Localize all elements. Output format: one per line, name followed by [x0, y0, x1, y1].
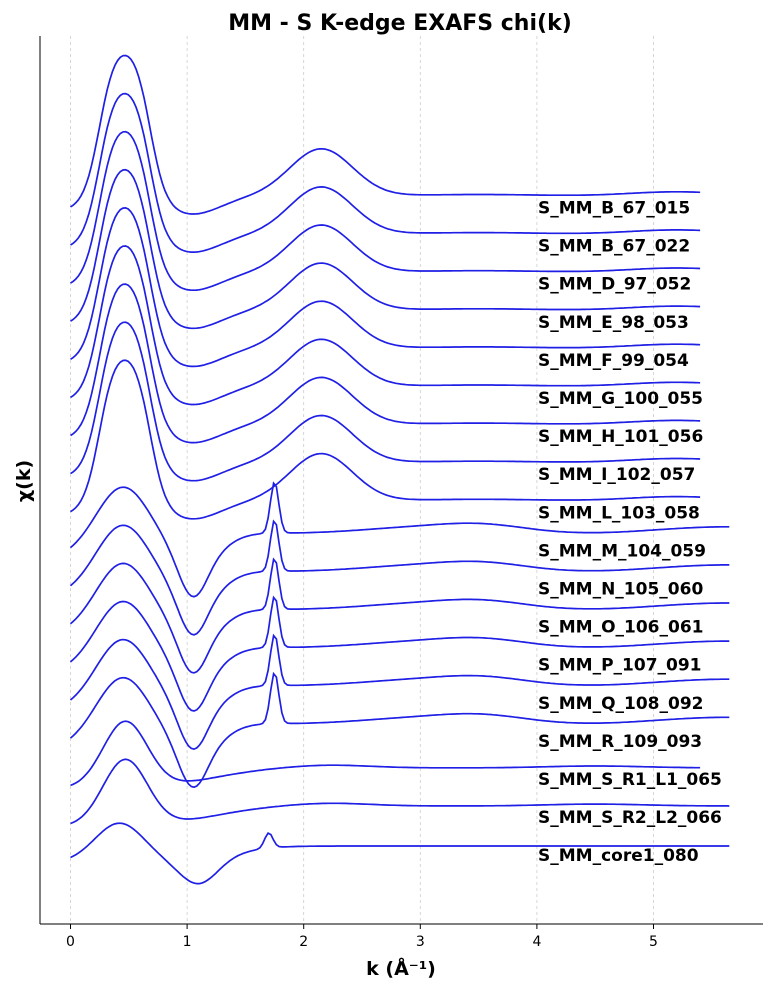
series-line-S_MM_Q_108_092 [69, 633, 730, 750]
series-label-S_MM_O_106_061: S_MM_O_106_061 [538, 618, 704, 638]
series-line-S_MM_S_R1_L1_065 [70, 720, 701, 787]
series-line-S_MM_M_104_059 [69, 481, 730, 598]
series-label-S_MM_core1_080: S_MM_core1_080 [538, 846, 699, 866]
series-line-S_MM_E_98_053 [70, 168, 701, 330]
series-line-S_MM_B_67_015 [70, 54, 701, 215]
x-tick-label-1: 1 [183, 934, 192, 950]
series-label-S_MM_S_R1_L1_065: S_MM_S_R1_L1_065 [538, 770, 722, 790]
series-line-S_MM_O_106_061 [69, 557, 730, 674]
x-tick-label-5: 5 [649, 934, 658, 950]
series-line-S_MM_P_107_091 [69, 595, 730, 712]
y-axis-label: χ(k) [13, 460, 35, 502]
series-line-S_MM_B_67_022 [70, 92, 701, 253]
series-label-S_MM_N_105_060: S_MM_N_105_060 [538, 580, 703, 600]
series-line-S_MM_L_103_058 [70, 359, 701, 520]
x-tick-label-3: 3 [416, 934, 425, 950]
chart-title: MM - S K-edge EXAFS chi(k) [228, 11, 572, 36]
series-line-S_MM_R_109_093 [69, 671, 730, 789]
series-label-S_MM_R_109_093: S_MM_R_109_093 [538, 732, 702, 752]
series-label-layer: S_MM_B_67_015 S_MM_B_67_022 S_MM_D_97_052 S… [538, 199, 722, 867]
series-line-S_MM_H_101_056 [70, 283, 701, 444]
series-label-S_MM_B_67_015: S_MM_B_67_015 [538, 199, 690, 219]
series-line-S_MM_F_99_054 [70, 207, 701, 368]
series-line-S_MM_core1_080 [70, 822, 730, 885]
series-label-S_MM_P_107_091: S_MM_P_107_091 [538, 656, 702, 676]
series-line-S_MM_D_97_052 [70, 130, 701, 292]
series-label-S_MM_B_67_022: S_MM_B_67_022 [538, 237, 690, 257]
x-axis-label: k (Å⁻¹) [366, 956, 436, 980]
series-line-S_MM_S_R2_L2_066 [70, 758, 730, 825]
series-line-S_MM_I_102_057 [70, 321, 701, 482]
x-tick-label-2: 2 [299, 934, 308, 950]
series-label-S_MM_S_R2_L2_066: S_MM_S_R2_L2_066 [538, 808, 722, 828]
series-line-S_MM_G_100_055 [70, 245, 701, 406]
series-label-S_MM_I_102_057: S_MM_I_102_057 [538, 465, 695, 485]
series-label-S_MM_F_99_054: S_MM_F_99_054 [538, 351, 689, 371]
series-label-S_MM_H_101_056: S_MM_H_101_056 [538, 427, 703, 447]
series-layer [69, 54, 730, 885]
series-line-S_MM_N_105_060 [69, 519, 730, 636]
series-label-S_MM_L_103_058: S_MM_L_103_058 [538, 503, 700, 523]
x-tick-layer: 0 1 2 3 4 5 [66, 924, 658, 950]
series-label-S_MM_G_100_055: S_MM_G_100_055 [538, 389, 703, 409]
series-label-S_MM_D_97_052: S_MM_D_97_052 [538, 275, 691, 295]
series-label-S_MM_E_98_053: S_MM_E_98_053 [538, 313, 689, 333]
series-label-S_MM_M_104_059: S_MM_M_104_059 [538, 541, 706, 561]
x-tick-label-4: 4 [532, 934, 541, 950]
x-tick-label-0: 0 [66, 934, 75, 950]
series-label-S_MM_Q_108_092: S_MM_Q_108_092 [538, 694, 704, 714]
